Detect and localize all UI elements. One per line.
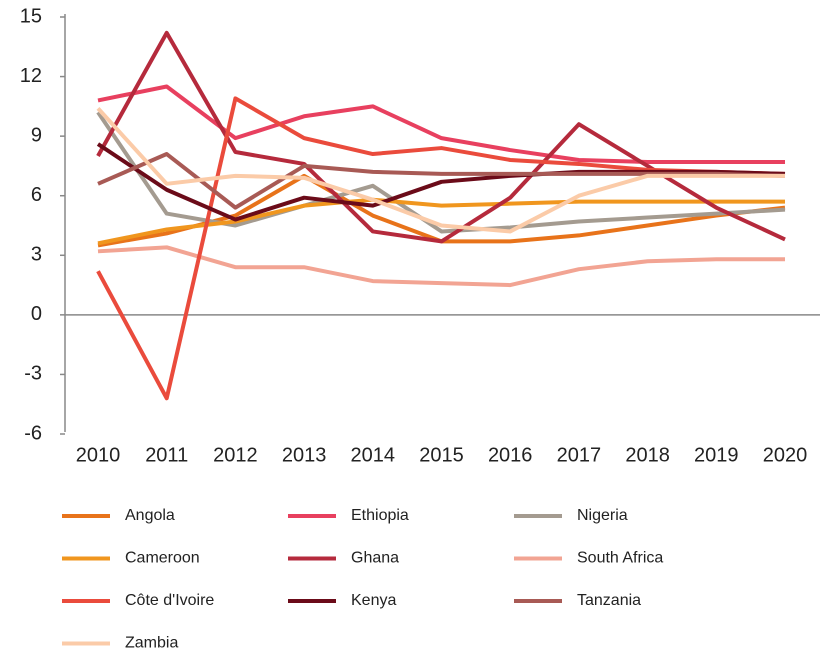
x-tick-label: 2018 [625,444,670,466]
x-tick-label: 2019 [694,444,739,466]
series-line [96,106,785,234]
series-line [96,111,786,234]
y-tick-label: 6 [31,184,42,206]
series-line [97,197,785,246]
x-tick-label: 2010 [76,444,121,466]
legend-label: Côte d'Ivoire [125,592,214,609]
x-tick-label: 2011 [145,444,188,466]
x-tick-label: 2020 [763,444,808,466]
x-tick-label: 2014 [351,444,396,466]
y-tick-label: 12 [20,65,42,87]
x-tick-label: 2015 [419,444,464,466]
y-tick-label: -3 [24,363,42,385]
series-line [97,84,785,164]
legend-label: Zambia [125,635,178,652]
legend-label: Angola [125,507,175,524]
y-tick-label: -6 [24,422,42,444]
series-line [96,96,786,401]
legend-label: Ethiopia [351,507,409,524]
y-tick-label: 9 [31,124,42,146]
series-line [97,245,785,288]
x-tick-label: 2016 [488,444,533,466]
legend-label: Nigeria [577,507,628,524]
legend-label: Ghana [351,550,399,567]
x-tick-label: 2013 [282,444,327,466]
x-tick-label: 2017 [557,444,602,466]
legend-label: Kenya [351,592,396,609]
legend-label: Cameroon [125,550,200,567]
y-tick-label: 3 [31,244,42,266]
y-tick-label: 15 [20,5,42,27]
y-tick-label: 0 [31,303,42,325]
x-tick-label: 2012 [213,444,258,466]
legend-label: South Africa [577,550,663,567]
legend-label: Tanzania [577,592,641,609]
series-line [96,30,786,244]
